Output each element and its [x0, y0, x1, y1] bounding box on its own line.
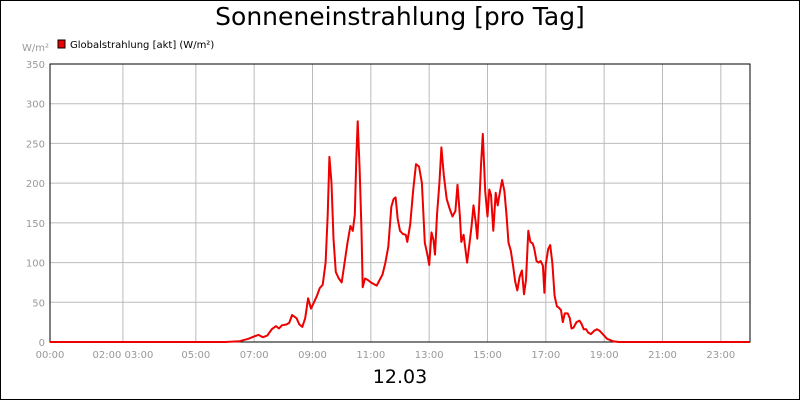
gridlines [50, 64, 750, 342]
x-tick-label: 17:00 [531, 350, 560, 361]
x-tick-label: 23:00 [706, 350, 735, 361]
y-tick-label: 350 [26, 60, 45, 71]
y-tick-label: 200 [26, 179, 45, 190]
chart-title: Sonneneinstrahlung [pro Tag] [215, 2, 585, 31]
plot-area [49, 63, 751, 343]
legend: Globalstrahlung [akt] (W/m²) [57, 39, 214, 51]
x-tick-label: 05:00 [181, 350, 210, 361]
x-tick-label: 11:00 [356, 350, 385, 361]
x-tick-label: 15:00 [473, 350, 502, 361]
x-tick-label: 00:00 [36, 350, 65, 361]
series-line [50, 120, 750, 343]
x-tick-label: 02:00 03:00 [93, 350, 154, 361]
x-tick-label: 09:00 [298, 350, 327, 361]
y-tick-labels: 0 50 100 150 200 250 300 350 [26, 60, 45, 349]
x-tick-labels: 00:00 02:00 03:00 05:00 07:00 09:00 11:00 13:0… [36, 350, 736, 361]
y-tick-label: 50 [32, 298, 45, 309]
x-tick-label: 13:00 [415, 350, 444, 361]
y-tick-label: 100 [26, 259, 45, 270]
legend-swatch [57, 39, 66, 49]
y-axis-unit: W/m² [22, 43, 49, 54]
y-tick-label: 0 [39, 338, 45, 349]
y-tick-label: 300 [26, 100, 45, 111]
y-tick-label: 250 [26, 139, 45, 150]
y-tick-label: 150 [26, 219, 45, 230]
x-tick-label: 07:00 [240, 350, 269, 361]
series-layer [50, 120, 750, 343]
legend-label: Globalstrahlung [akt] (W/m²) [70, 40, 214, 51]
x-tick-label: 21:00 [648, 350, 677, 361]
x-tick-label: 19:00 [590, 350, 619, 361]
x-axis-date-label: 12.03 [372, 366, 428, 388]
